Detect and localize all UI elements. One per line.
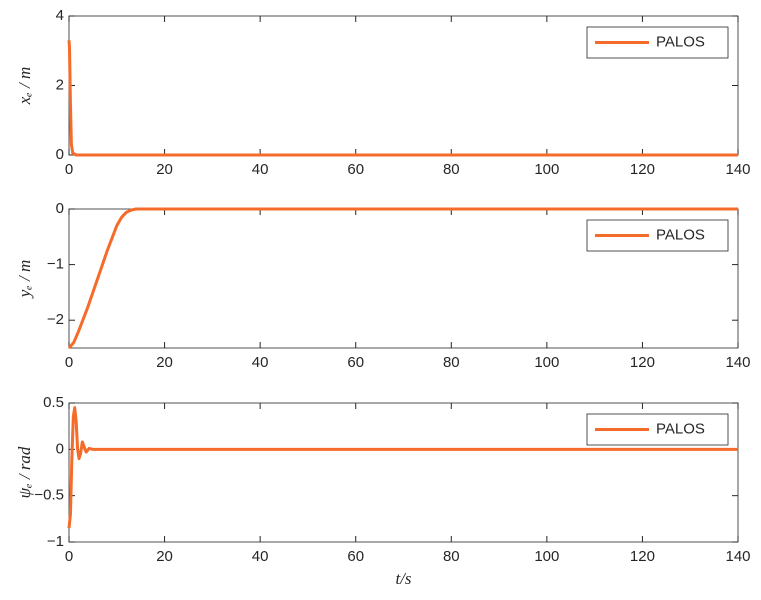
y-tick-label: 2 bbox=[56, 76, 64, 93]
y-tick-label: 0.5 bbox=[43, 394, 64, 411]
x-tick-label: 120 bbox=[630, 548, 655, 565]
legend-label: PALOS bbox=[656, 226, 705, 243]
y-tick-label: −1 bbox=[47, 533, 64, 550]
data-line bbox=[67, 406, 738, 529]
y-tick-label: −2 bbox=[47, 311, 64, 328]
x-tick-label: 40 bbox=[252, 354, 269, 371]
x-tick-label: 60 bbox=[347, 354, 364, 371]
y-tick-label: 0 bbox=[56, 200, 64, 217]
x-tick-label: 0 bbox=[65, 548, 73, 565]
x-tick-label: 120 bbox=[630, 354, 655, 371]
data-line bbox=[67, 40, 738, 157]
y-tick-label: 0 bbox=[56, 146, 64, 163]
x-tick-label: 20 bbox=[156, 354, 173, 371]
x-tick-label: 0 bbox=[65, 161, 73, 178]
y-tick-label: 4 bbox=[56, 7, 64, 24]
x-tick-label: 100 bbox=[534, 354, 559, 371]
data-line bbox=[67, 207, 738, 349]
x-tick-label: 20 bbox=[156, 548, 173, 565]
x-tick-label: 120 bbox=[630, 161, 655, 178]
x-tick-label: 80 bbox=[443, 161, 460, 178]
x-tick-label: 140 bbox=[725, 354, 750, 371]
y-axis-label: xₑ / m bbox=[15, 67, 34, 106]
x-tick-label: 80 bbox=[443, 548, 460, 565]
x-tick-label: 100 bbox=[534, 548, 559, 565]
y-tick-label: −0.5 bbox=[34, 487, 64, 504]
x-tick-label: 100 bbox=[534, 161, 559, 178]
legend-label: PALOS bbox=[656, 33, 705, 50]
y-axis-label: ψₑ / rad bbox=[15, 446, 34, 498]
x-tick-label: 40 bbox=[252, 161, 269, 178]
x-tick-label: 140 bbox=[725, 548, 750, 565]
x-tick-label: 140 bbox=[725, 161, 750, 178]
x-tick-label: 0 bbox=[65, 354, 73, 371]
x-tick-label: 80 bbox=[443, 354, 460, 371]
x-axis-label: t/s bbox=[395, 569, 411, 588]
y-axis-label: yₑ / m bbox=[15, 260, 34, 300]
legend-label: PALOS bbox=[656, 420, 705, 437]
x-tick-label: 40 bbox=[252, 548, 269, 565]
x-tick-label: 60 bbox=[347, 548, 364, 565]
legend-box bbox=[586, 26, 729, 59]
y-tick-label: 0 bbox=[56, 440, 64, 457]
y-tick-label: −1 bbox=[47, 256, 64, 273]
x-tick-label: 20 bbox=[156, 161, 173, 178]
x-tick-label: 60 bbox=[347, 161, 364, 178]
